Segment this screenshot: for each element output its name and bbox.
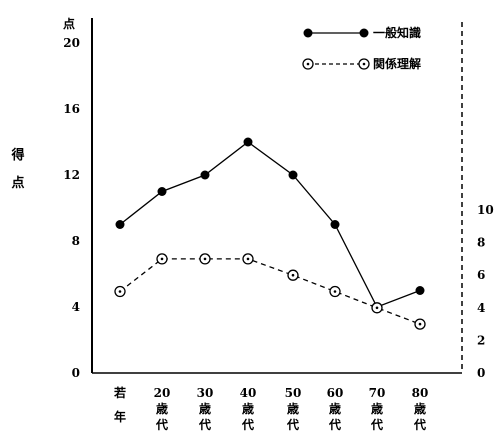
data-point [200, 170, 210, 180]
category-label-line: 代 [413, 417, 426, 432]
left-tick-label: 12 [63, 168, 80, 182]
category-label-line: 年 [114, 409, 126, 424]
category-label-line: 代 [241, 417, 254, 432]
category-label-line: 若 [113, 385, 126, 400]
legend-marker-general-right [359, 28, 369, 38]
series-relation [114, 253, 426, 330]
left-tick-label: 4 [72, 300, 80, 314]
data-point-center [375, 306, 379, 310]
data-point [157, 187, 167, 196]
category-label-line: 歳 [199, 401, 211, 416]
category-label: 若年 [113, 385, 126, 424]
legend-marker-relation-left-dot [306, 62, 310, 66]
data-point-center [333, 290, 337, 293]
right-tick-label: 4 [477, 301, 485, 315]
data-point [288, 170, 298, 180]
category-label-line: 代 [198, 417, 211, 432]
right-tick-label: 10 [477, 203, 494, 217]
category-label-line: 歳 [287, 401, 299, 416]
data-point [415, 286, 425, 295]
category-label-line: 代 [155, 417, 168, 432]
series-line [119, 141, 421, 308]
data-point [330, 220, 340, 229]
category-label-line: 代 [286, 417, 299, 432]
right-axis-ticks: 0 2 4 6 8 10 [477, 203, 494, 380]
left-tick-label: 16 [63, 102, 80, 116]
data-point-center [118, 290, 122, 293]
category-label-line: 代 [328, 417, 341, 432]
category-label-line: 20 [154, 386, 171, 400]
right-tick-label: 0 [477, 366, 485, 380]
right-tick-label: 8 [477, 236, 485, 250]
category-label-line: 歳 [371, 401, 383, 416]
left-tick-label: 8 [72, 234, 80, 248]
y-axis-title: 得点 [10, 147, 24, 191]
data-point-center [291, 273, 295, 277]
y-unit-label: 点 [63, 16, 75, 31]
series-layer [114, 137, 426, 330]
category-label-line: 70 [369, 386, 386, 400]
data-point-center [160, 257, 164, 261]
category-label-line: 30 [197, 386, 214, 400]
legend: 一般知識 関係理解 [302, 25, 421, 71]
legend-marker-general-left [303, 28, 313, 38]
category-label-line: 歳 [329, 401, 341, 416]
category-label-line: 歳 [414, 401, 426, 416]
category-label-line: 80 [412, 386, 429, 400]
legend-label-general: 一般知識 [373, 25, 421, 40]
axes [91, 18, 463, 374]
left-axis-ticks: 0 4 8 12 16 20 [63, 36, 80, 380]
series-line [119, 258, 421, 325]
right-tick-label: 6 [477, 268, 485, 282]
category-label-line: 40 [240, 386, 257, 400]
legend-label-relation: 関係理解 [373, 56, 421, 71]
right-tick-label: 2 [477, 333, 485, 347]
legend-marker-relation-right-dot [362, 62, 366, 66]
y-axis-title-char: 点 [11, 175, 24, 191]
category-label-line: 代 [370, 417, 383, 432]
data-point [243, 137, 253, 147]
data-point-center [418, 322, 422, 326]
y-axis-title-char: 得 [10, 147, 24, 163]
data-point-center [203, 257, 207, 261]
data-point [115, 220, 125, 229]
category-label-line: 歳 [156, 401, 168, 416]
left-tick-label: 0 [72, 366, 80, 380]
left-tick-label: 20 [63, 36, 80, 50]
category-label-line: 歳 [242, 401, 254, 416]
series-general [115, 137, 425, 312]
category-label-line: 50 [285, 386, 302, 400]
category-label-line: 60 [327, 386, 344, 400]
data-point-center [246, 257, 250, 261]
